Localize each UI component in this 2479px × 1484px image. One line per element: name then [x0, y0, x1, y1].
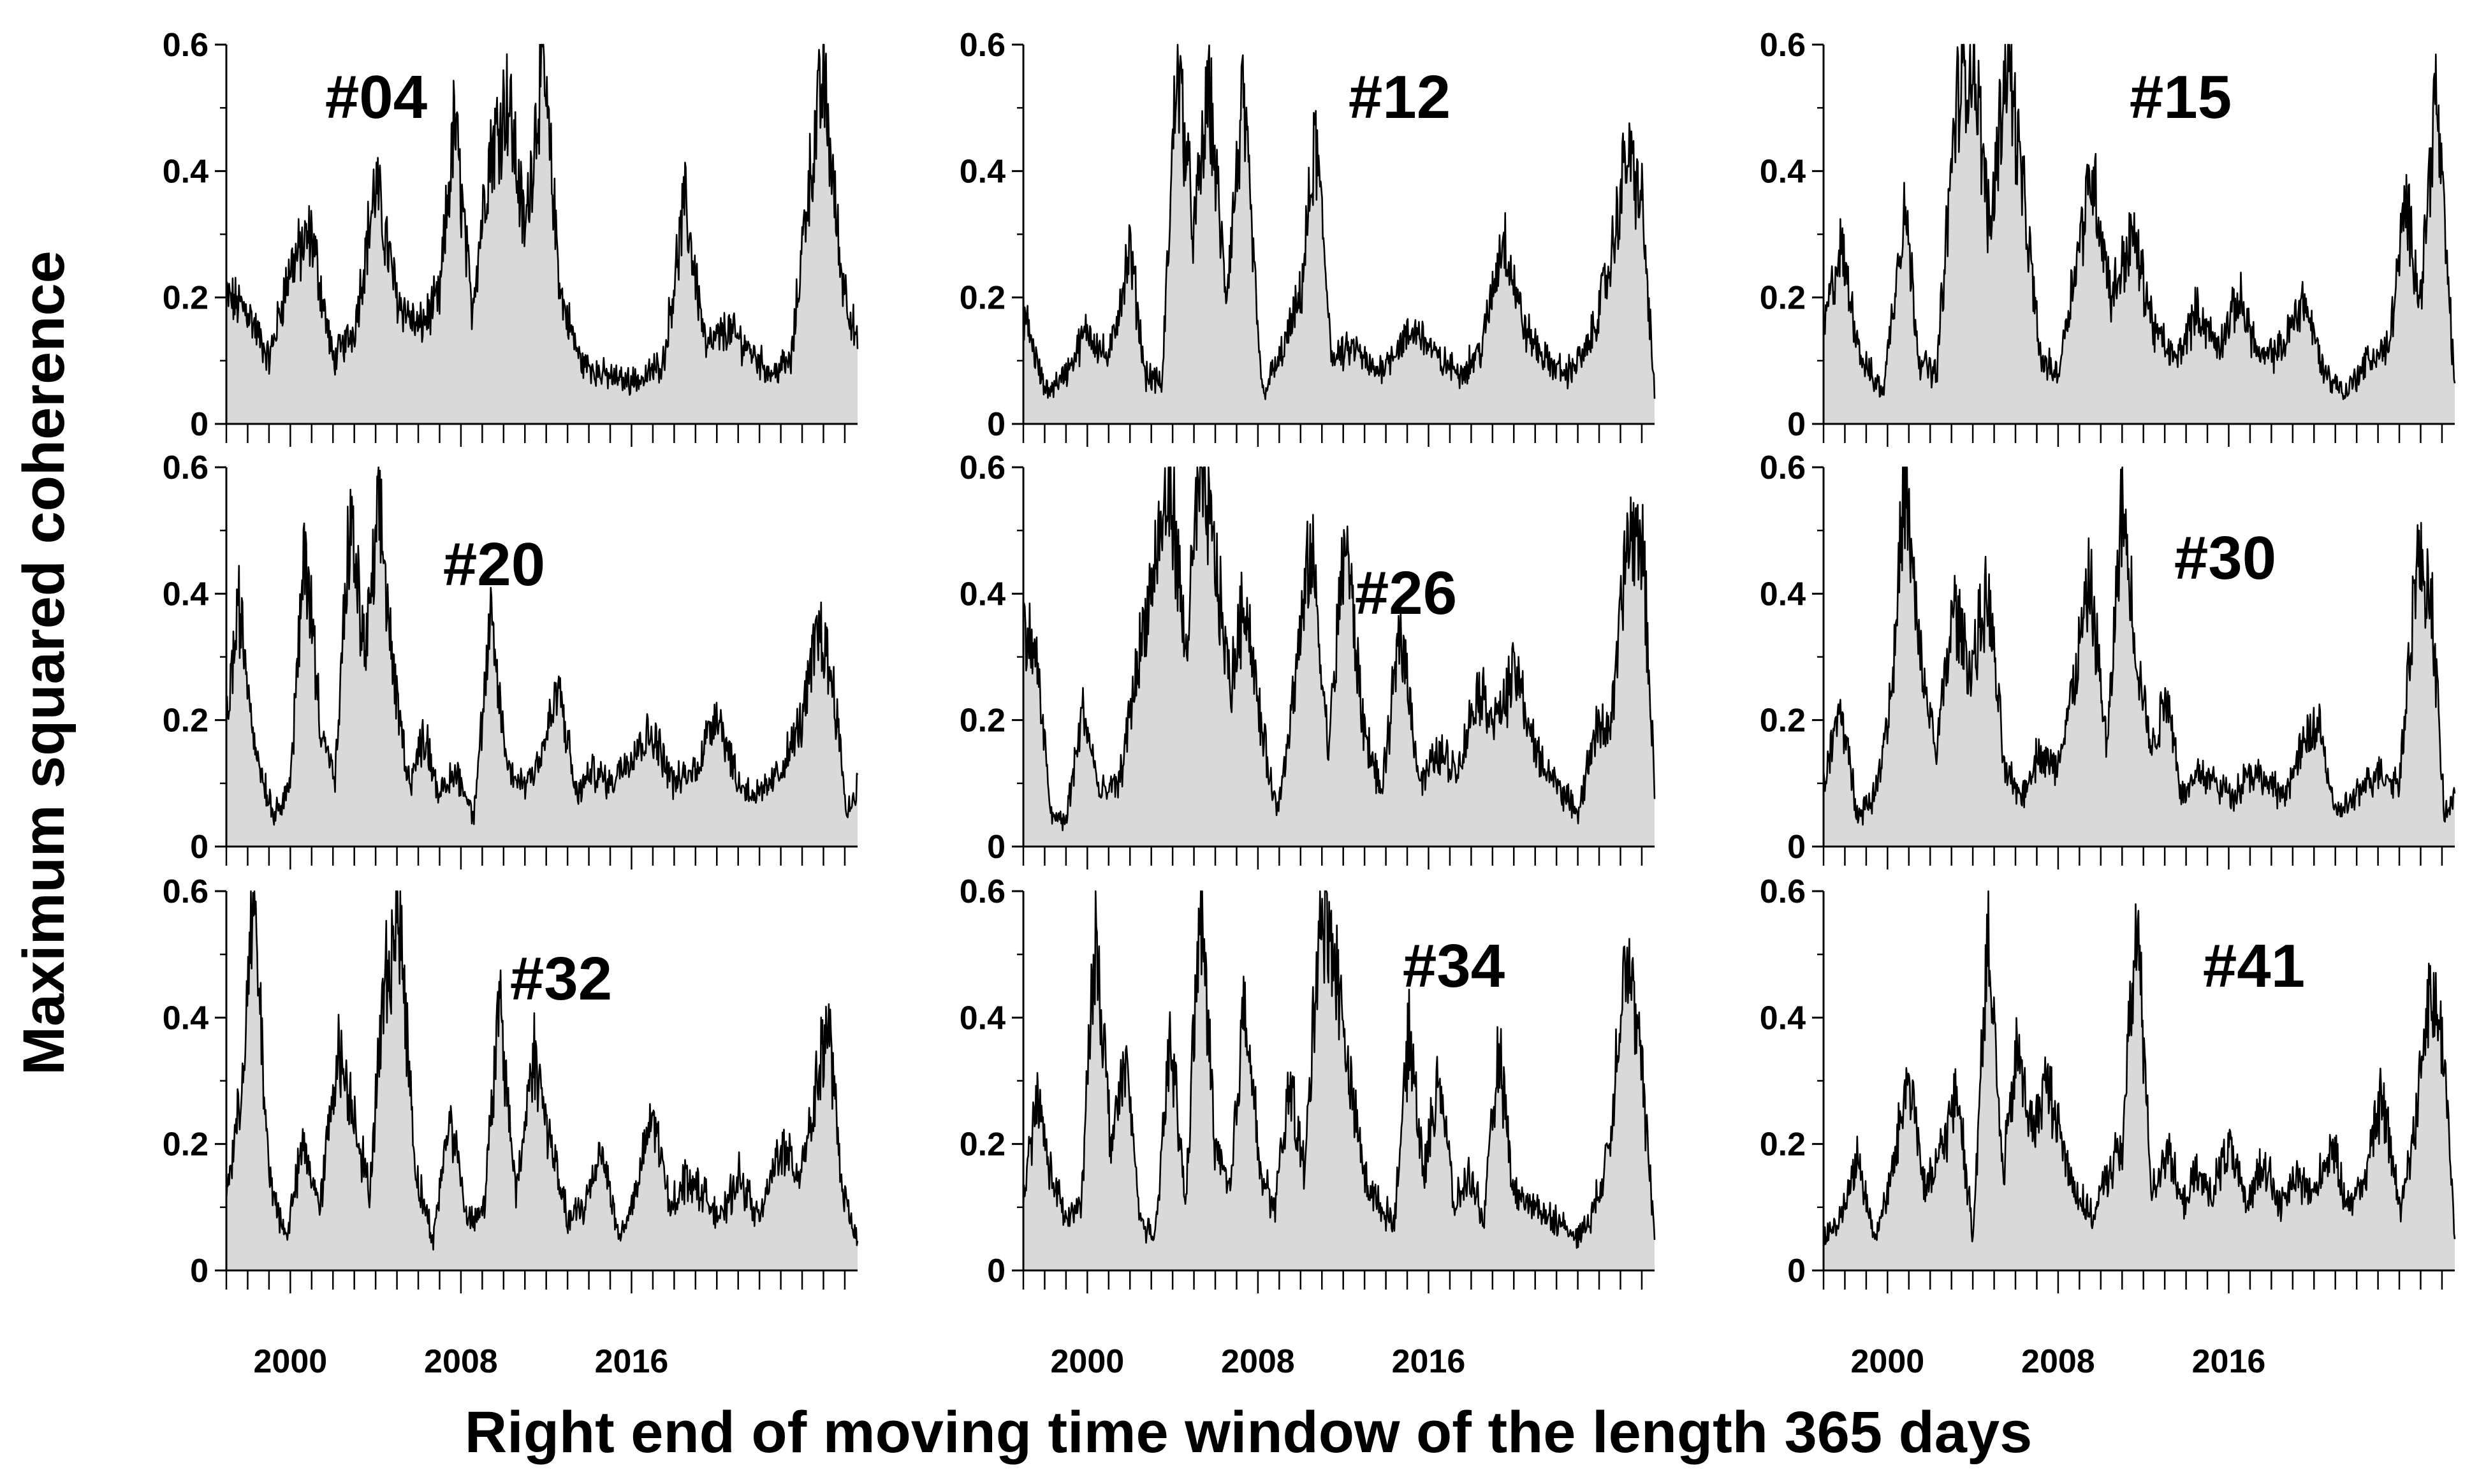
series-line: [225, 466, 859, 826]
y-tick-label: 0: [190, 829, 208, 866]
y-tick-label: 0: [1787, 829, 1806, 866]
panel-title: #34: [1403, 932, 1505, 1000]
panel-5: 0 0.2 0.4 0.6 #26: [960, 449, 1656, 869]
panel-9: 0 0.2 0.4 0.6 2000 2008 2016 #41: [1760, 873, 2456, 1380]
y-tick-label: 0.2: [163, 280, 208, 317]
y-tick-label: 0.6: [960, 27, 1005, 64]
y-tick-label: 0.2: [960, 280, 1005, 317]
x-tick-label: 2016: [1392, 1343, 1466, 1380]
x-tick-label: 2008: [424, 1343, 498, 1380]
x-tick-label: 2008: [2021, 1343, 2095, 1380]
panel-title: #41: [2203, 932, 2305, 1000]
y-tick-label: 0.6: [163, 449, 208, 486]
y-tick-label: 0.6: [163, 27, 208, 64]
series-area: [1023, 891, 1655, 1270]
series-area: [226, 45, 858, 424]
y-tick-label: 0.6: [1760, 27, 1806, 64]
y-tick-label: 0: [1787, 1253, 1806, 1290]
x-tick-label: 2016: [2192, 1343, 2266, 1380]
x-tick-label: 2000: [1050, 1343, 1124, 1380]
y-tick-label: 0: [987, 406, 1005, 443]
panel-title: #04: [325, 63, 427, 131]
panel-2: 0 0.2 0.4 0.6 #12: [960, 27, 1656, 447]
panel-6: 0 0.2 0.4 0.6 #30: [1760, 449, 2456, 869]
series-area: [226, 891, 858, 1270]
series-line: [225, 890, 859, 1251]
y-tick-label: 0.2: [1760, 1126, 1806, 1163]
y-tick-label: 0.4: [1760, 153, 1806, 190]
x-tick-label: 2000: [253, 1343, 327, 1380]
y-tick-label: 0.4: [163, 1000, 208, 1037]
panel-grid: 00.20.40.6#0400.20.40.6#1200.20.40.6#150…: [163, 27, 2456, 1380]
y-tick-label: 0: [987, 1253, 1005, 1290]
panel-title: #12: [1349, 63, 1451, 131]
series-area: [1023, 45, 1655, 424]
x-axis-title: Right end of moving time window of the l…: [465, 1400, 2033, 1465]
panel-title: #20: [443, 530, 545, 599]
panel-title: #30: [2174, 524, 2276, 592]
y-tick-label: 0: [190, 406, 208, 443]
y-tick-label: 0.4: [163, 153, 208, 190]
y-tick-label: 0.6: [960, 449, 1005, 486]
y-tick-label: 0.2: [1760, 702, 1806, 739]
panel-title: #32: [510, 945, 612, 1013]
series-line: [1022, 43, 1656, 400]
series-area: [1023, 467, 1655, 847]
series-line: [1022, 890, 1656, 1249]
y-tick-label: 0.4: [960, 1000, 1005, 1037]
y-tick-label: 0.2: [163, 702, 208, 739]
panel-7: 0 0.2 0.4 0.6 2000 2008 2016 #32: [163, 873, 859, 1380]
y-tick-label: 0: [987, 829, 1005, 866]
series-line: [1822, 43, 2456, 400]
panel-title: #26: [1355, 559, 1457, 627]
y-tick-label: 0.6: [1760, 873, 1806, 910]
y-tick-label: 0.4: [1760, 576, 1806, 613]
series-line: [225, 43, 859, 396]
y-tick-label: 0: [190, 1253, 208, 1290]
x-tick-label: 2008: [1221, 1343, 1295, 1380]
y-tick-label: 0.2: [960, 702, 1005, 739]
series-line: [1022, 466, 1656, 831]
y-tick-label: 0.4: [1760, 1000, 1806, 1037]
y-tick-label: 0.6: [1760, 449, 1806, 486]
y-tick-label: 0.2: [1760, 280, 1806, 317]
y-tick-label: 0.6: [163, 873, 208, 910]
y-tick-label: 0.2: [163, 1126, 208, 1163]
y-tick-label: 0.4: [960, 576, 1005, 613]
panel-title: #15: [2130, 63, 2232, 131]
y-tick-label: 0: [1787, 406, 1806, 443]
x-tick-label: 2000: [1850, 1343, 1924, 1380]
series-line: [1822, 890, 2456, 1246]
y-axis-title: Maximum squared coherence: [11, 251, 77, 1075]
panel-3: 0 0.2 0.4 0.6 #15: [1760, 27, 2456, 447]
x-tick-label: 2016: [595, 1343, 669, 1380]
y-tick-label: 0.4: [163, 576, 208, 613]
y-tick-label: 0.6: [960, 873, 1005, 910]
panel-4: 0 0.2 0.4 0.6 #20: [163, 449, 859, 869]
series-line: [1822, 466, 2456, 826]
y-tick-label: 0.2: [960, 1126, 1005, 1163]
y-tick-label: 0.4: [960, 153, 1005, 190]
panel-8: 0 0.2 0.4 0.6 2000 2008 2016 #34: [960, 873, 1656, 1380]
panel-1: 0 0.2 0.4 0.6 #04: [163, 27, 859, 447]
